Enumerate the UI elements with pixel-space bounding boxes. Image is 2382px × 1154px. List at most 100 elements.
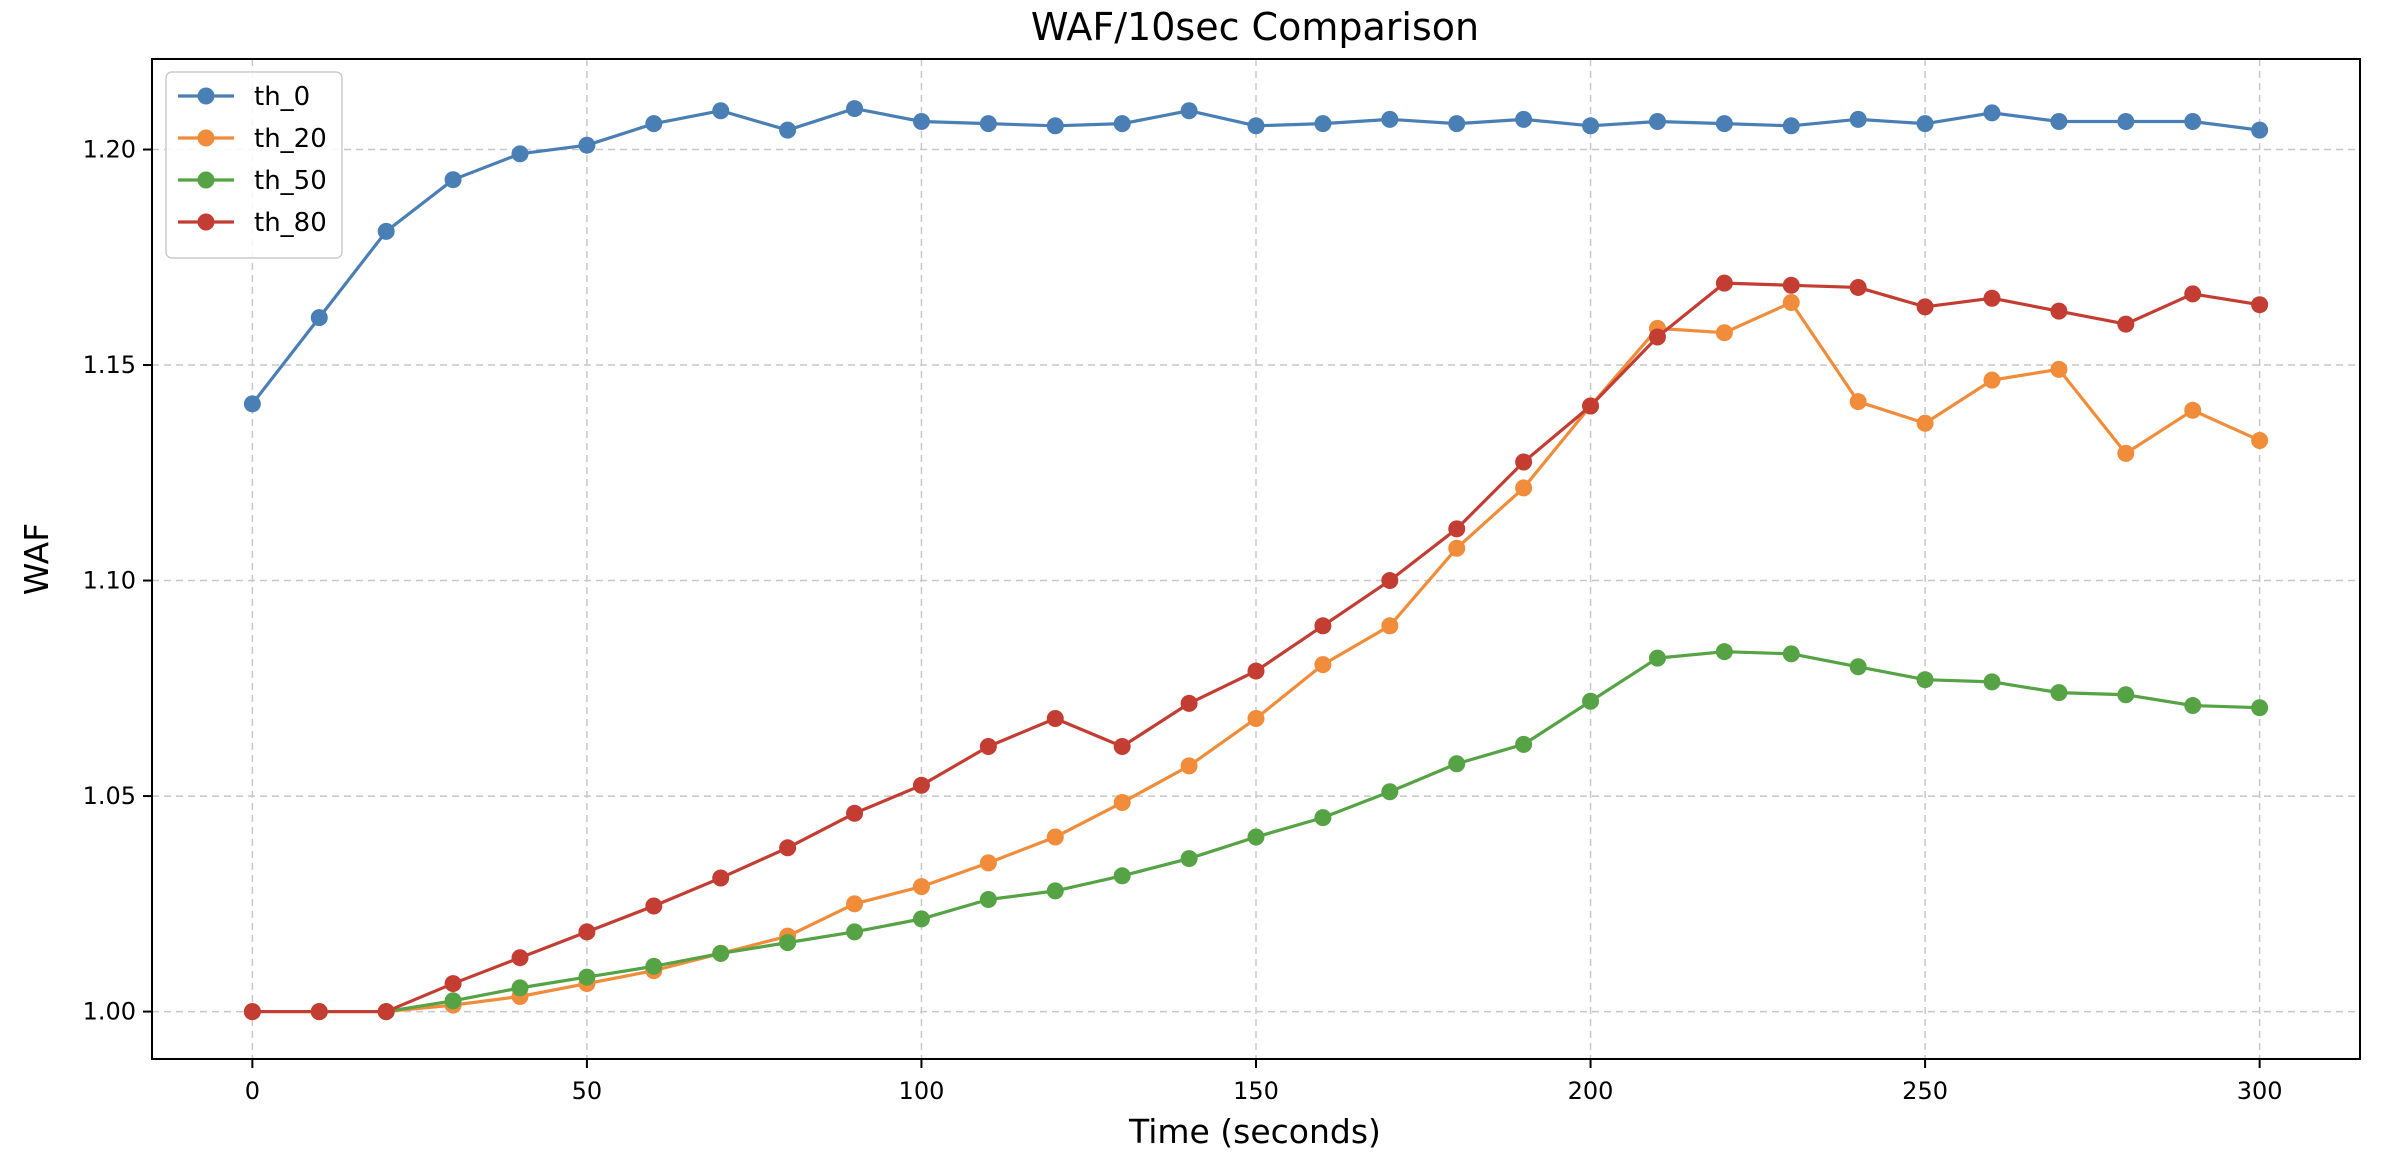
data-point-th_80 xyxy=(1046,709,1064,727)
data-point-th_0 xyxy=(1180,102,1198,120)
y-tick-label: 1.15 xyxy=(83,351,136,379)
x-tick-label: 0 xyxy=(245,1077,260,1105)
data-point-th_20 xyxy=(1983,371,2001,389)
data-point-th_0 xyxy=(712,102,730,120)
y-axis-label: WAF xyxy=(17,523,56,595)
data-point-th_50 xyxy=(2050,684,2068,702)
data-point-th_20 xyxy=(1715,324,1733,342)
data-point-th_0 xyxy=(444,171,462,189)
data-point-th_0 xyxy=(2117,113,2135,130)
data-point-th_50 xyxy=(511,979,529,997)
data-point-th_0 xyxy=(511,145,529,163)
data-point-th_80 xyxy=(310,1003,328,1021)
data-point-th_80 xyxy=(1381,572,1399,590)
data-point-th_80 xyxy=(444,975,462,993)
grid-layer xyxy=(152,59,2360,1059)
data-point-th_0 xyxy=(243,395,261,413)
data-point-th_50 xyxy=(1715,643,1733,661)
data-point-th_0 xyxy=(377,222,395,240)
data-point-th_80 xyxy=(912,776,930,794)
data-point-th_50 xyxy=(1113,867,1131,885)
data-point-th_20 xyxy=(1849,393,1867,411)
data-point-th_80 xyxy=(1916,298,1934,316)
data-point-th_80 xyxy=(1247,662,1265,680)
data-point-th_0 xyxy=(1247,117,1265,135)
data-point-th_20 xyxy=(2251,431,2269,449)
data-point-th_0 xyxy=(1113,115,1131,133)
data-point-th_80 xyxy=(1849,278,1867,296)
data-point-th_20 xyxy=(1916,414,1934,432)
legend-swatch-marker xyxy=(197,213,215,231)
data-point-th_50 xyxy=(779,934,797,952)
data-point-th_50 xyxy=(1180,850,1198,868)
legend-item-th_0: th_0 xyxy=(178,82,310,112)
data-point-th_50 xyxy=(645,957,663,975)
data-point-th_0 xyxy=(979,115,997,133)
series-th_50 xyxy=(243,643,2269,1021)
y-tick-label: 1.10 xyxy=(83,567,136,595)
legend-label: th_0 xyxy=(254,82,310,112)
data-point-th_0 xyxy=(1381,110,1399,128)
data-point-th_20 xyxy=(1515,479,1533,497)
data-point-th_0 xyxy=(1916,115,1934,133)
data-point-th_50 xyxy=(2184,697,2202,715)
data-point-th_20 xyxy=(1247,709,1265,727)
data-point-th_0 xyxy=(1782,117,1800,135)
data-point-th_80 xyxy=(846,804,864,822)
legend-label: th_20 xyxy=(254,124,327,154)
data-point-th_0 xyxy=(1582,117,1600,135)
data-point-th_0 xyxy=(1448,115,1466,133)
data-point-th_0 xyxy=(1983,104,2001,122)
data-point-th_0 xyxy=(1715,115,1733,133)
data-point-th_50 xyxy=(1314,809,1332,827)
data-point-th_0 xyxy=(2251,121,2269,139)
data-point-th_80 xyxy=(1448,520,1466,538)
data-point-th_80 xyxy=(1983,289,2001,307)
data-point-th_0 xyxy=(2184,113,2202,130)
data-point-th_80 xyxy=(979,738,997,755)
data-point-th_20 xyxy=(1782,294,1800,312)
data-point-th_0 xyxy=(310,309,328,327)
data-point-th_50 xyxy=(578,968,596,986)
data-point-th_50 xyxy=(1916,671,1934,689)
data-point-th_50 xyxy=(1448,755,1466,773)
data-point-th_20 xyxy=(2117,444,2135,462)
data-point-th_50 xyxy=(1782,645,1800,663)
data-point-th_80 xyxy=(779,839,797,857)
data-point-th_0 xyxy=(846,100,864,118)
data-point-th_80 xyxy=(2184,285,2202,303)
data-point-th_50 xyxy=(1983,673,2001,691)
data-point-th_80 xyxy=(2251,296,2269,314)
data-point-th_80 xyxy=(1314,617,1332,635)
legend-swatch-marker xyxy=(197,129,215,147)
data-point-th_80 xyxy=(1648,328,1666,346)
data-point-th_0 xyxy=(645,115,663,133)
legend-item-th_80: th_80 xyxy=(178,208,327,238)
data-point-th_80 xyxy=(2117,315,2135,333)
y-tick-label: 1.20 xyxy=(83,136,136,164)
data-point-th_50 xyxy=(1046,882,1064,900)
data-point-th_80 xyxy=(645,897,663,915)
data-point-th_50 xyxy=(979,891,997,909)
data-point-th_20 xyxy=(2050,360,2068,378)
data-point-th_0 xyxy=(578,136,596,154)
data-point-th_80 xyxy=(2050,302,2068,320)
x-axis-label: Time (seconds) xyxy=(1128,1112,1381,1151)
data-point-th_20 xyxy=(1314,656,1332,674)
data-point-th_0 xyxy=(1648,113,1666,130)
data-point-th_80 xyxy=(243,1003,261,1021)
data-point-th_20 xyxy=(2184,401,2202,419)
data-point-th_0 xyxy=(912,113,930,130)
tick-layer: 0 50 100 150 200 250 300 1.00 1.05 1.10 1.15 1.20 xyxy=(83,136,2283,1105)
legend-box xyxy=(165,71,343,259)
x-tick-label: 200 xyxy=(1568,1077,1614,1105)
data-point-th_0 xyxy=(2050,113,2068,130)
data-point-th_80 xyxy=(578,923,596,941)
chart-title: WAF/10sec Comparison xyxy=(1031,5,1479,49)
data-point-th_20 xyxy=(1113,794,1131,812)
data-point-th_80 xyxy=(1582,397,1600,415)
x-tick-label: 50 xyxy=(572,1077,603,1105)
data-point-th_20 xyxy=(1448,539,1466,557)
